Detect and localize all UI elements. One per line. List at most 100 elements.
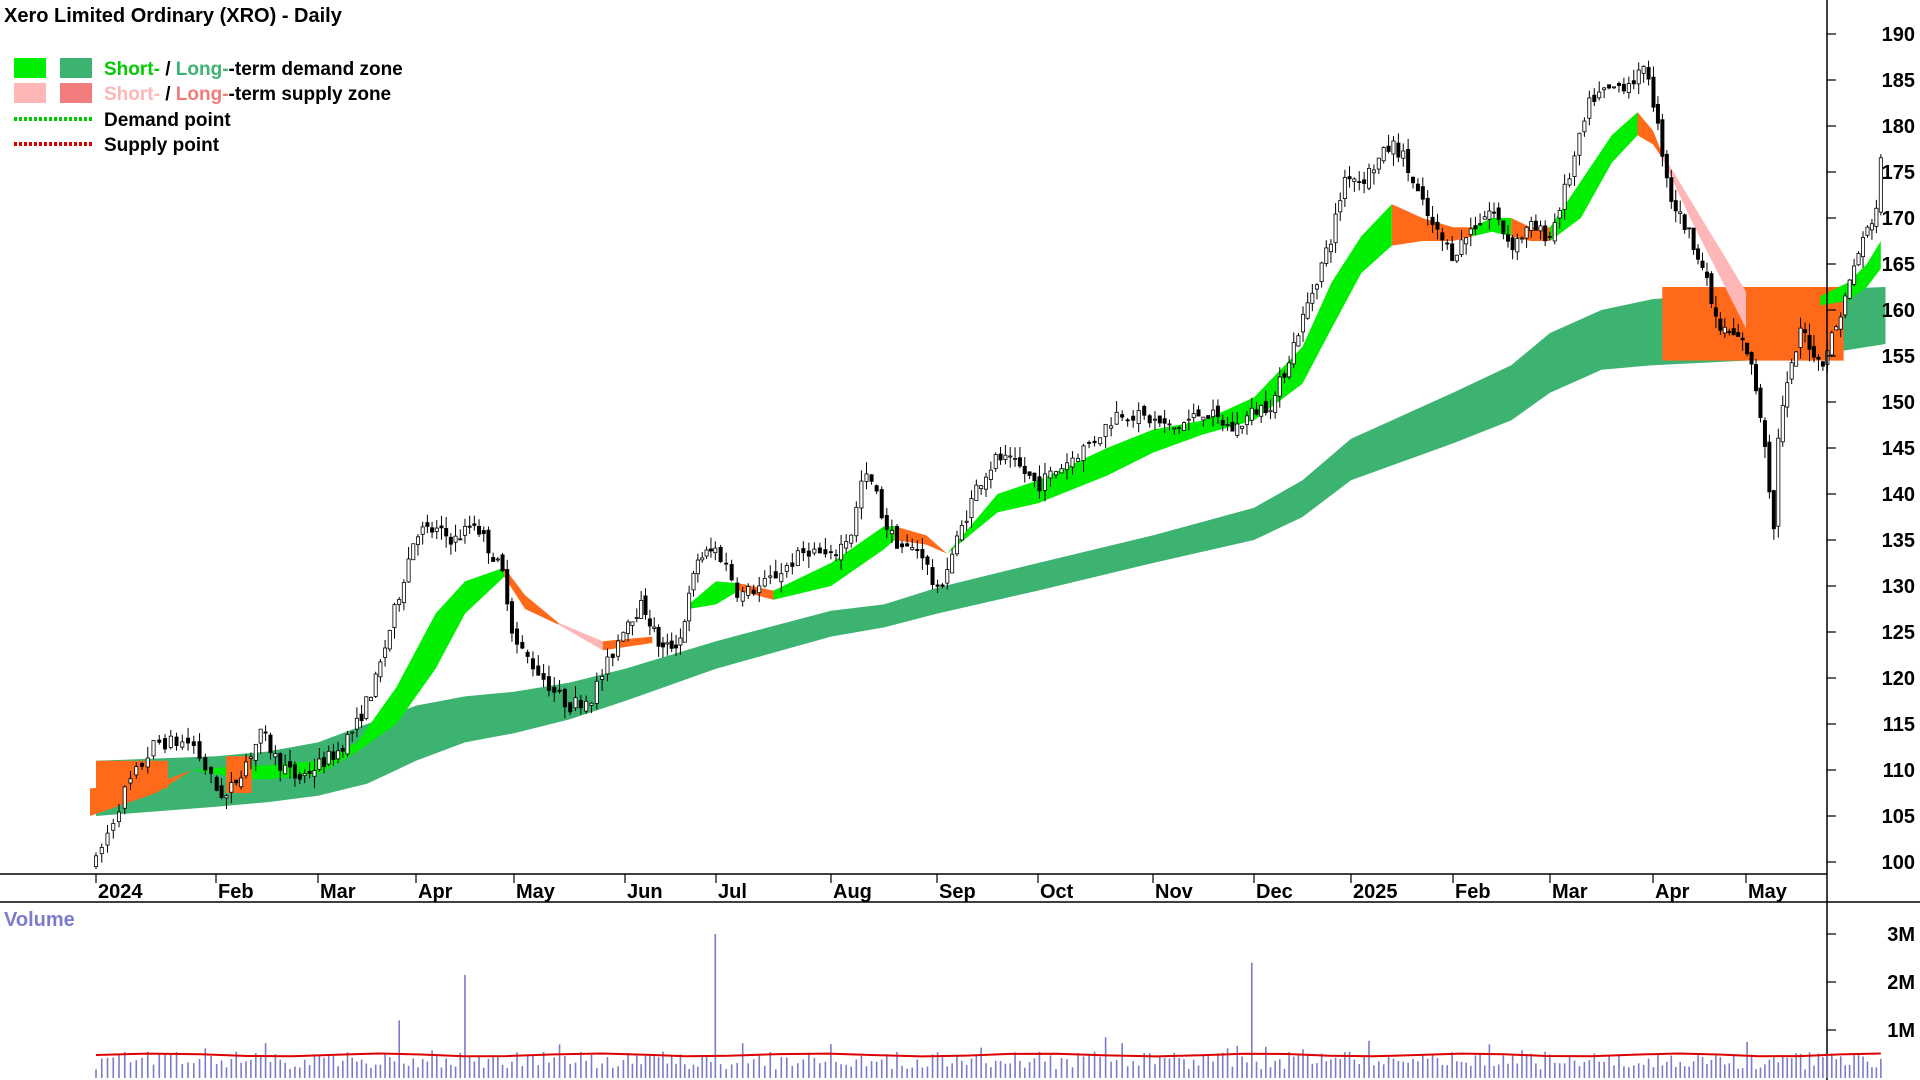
- short-term-pink-zone: [558, 622, 603, 651]
- price-candle: [812, 542, 817, 556]
- price-candle: [1333, 203, 1338, 253]
- price-candle: [239, 770, 244, 790]
- price-candle: [477, 519, 482, 537]
- price-candle: [1425, 190, 1430, 226]
- price-candle: [505, 559, 510, 611]
- price-candle: [1487, 202, 1492, 230]
- price-candle: [1076, 453, 1081, 462]
- price-candle: [674, 634, 679, 656]
- price-candle: [1225, 416, 1230, 431]
- price-candle: [1440, 227, 1445, 252]
- price-candle: [600, 669, 605, 691]
- price-candle: [1244, 410, 1249, 435]
- price-candle: [762, 570, 767, 588]
- legend-demand-point-label: Demand point: [104, 110, 231, 131]
- date-tick-label: 2024: [98, 881, 143, 903]
- price-candle: [1745, 342, 1750, 357]
- price-candle: [1391, 136, 1396, 166]
- price-candle: [268, 732, 273, 760]
- price-candle: [1754, 358, 1759, 395]
- legend-short-demand-swatch: [14, 58, 46, 78]
- price-candle: [111, 818, 116, 839]
- price-candle: [894, 524, 899, 549]
- price-candle: [1636, 62, 1641, 95]
- price-candle: [1240, 425, 1245, 434]
- price-candle: [1125, 417, 1130, 427]
- price-candle: [1798, 317, 1803, 359]
- price-candle: [1249, 397, 1254, 426]
- volume-tick-label: 3M: [1887, 924, 1915, 946]
- date-tick-label: Apr: [1655, 881, 1690, 903]
- price-candle: [1811, 334, 1816, 363]
- price-candle: [626, 619, 631, 642]
- price-candle: [573, 686, 578, 712]
- price-candle: [1616, 81, 1621, 93]
- price-candle: [105, 824, 110, 853]
- price-tick-label: 115: [1883, 714, 1915, 736]
- price-candle: [317, 748, 322, 772]
- volume-tick-label: 2M: [1887, 972, 1915, 994]
- price-candle: [1740, 332, 1745, 351]
- price-candle: [695, 553, 700, 583]
- price-candle: [1682, 213, 1687, 234]
- price-candle: [481, 526, 486, 542]
- price-candle: [1492, 202, 1497, 219]
- price-candle: [828, 544, 833, 560]
- legend-long-demand-swatch: [60, 58, 92, 78]
- price-candle: [1482, 210, 1487, 220]
- price-candle: [1282, 370, 1287, 384]
- price-candle: [823, 537, 828, 558]
- price-candle: [945, 557, 950, 590]
- price-candle: [1641, 65, 1646, 83]
- price-candle: [541, 663, 546, 688]
- short-term-supply-zone: [894, 526, 948, 554]
- price-candle: [724, 552, 729, 572]
- price-candle: [634, 608, 639, 623]
- price-candle: [691, 570, 696, 597]
- price-candle: [1013, 447, 1018, 467]
- price-candle: [345, 730, 350, 757]
- price-candle: [889, 519, 894, 543]
- price-candle: [258, 728, 263, 754]
- price-candle: [1301, 306, 1306, 342]
- price-candle: [1157, 415, 1162, 428]
- price-candle: [234, 779, 239, 786]
- price-candle: [462, 518, 467, 544]
- price-candle: [1704, 262, 1709, 286]
- price-candle: [751, 584, 756, 597]
- price-candle: [1211, 399, 1216, 427]
- price-candle: [1254, 402, 1259, 416]
- date-tick-label: Mar: [320, 881, 356, 903]
- price-candle: [145, 746, 150, 774]
- price-candle: [950, 548, 955, 574]
- price-candle: [1296, 332, 1301, 347]
- price-candle: [472, 515, 477, 531]
- price-candle: [1415, 178, 1420, 192]
- price-candle: [174, 732, 179, 751]
- price-candle: [197, 733, 202, 762]
- price-candle: [359, 704, 364, 728]
- price-candle: [969, 490, 974, 528]
- price-candle: [163, 734, 168, 754]
- price-candle: [1501, 220, 1506, 240]
- price-candle: [283, 754, 288, 775]
- price-candle: [1861, 231, 1866, 268]
- price-candle: [520, 635, 525, 650]
- price-axis: 100 105 110 115 120 125 130 135 140 145 150 155 160 1…: [1827, 24, 1915, 874]
- price-candle: [122, 785, 127, 815]
- legend-demand-zone-label: Short- / Long--term demand zone: [104, 59, 403, 80]
- price-tick-label: 165: [1882, 254, 1915, 276]
- price-candle: [713, 541, 718, 561]
- price-candle: [263, 725, 268, 742]
- price-candle: [1338, 192, 1343, 221]
- price-candle: [1776, 428, 1781, 538]
- price-candle: [1794, 350, 1799, 367]
- price-candle: [1172, 427, 1177, 435]
- price-candle: [1081, 443, 1086, 473]
- price-candle: [1259, 404, 1264, 423]
- price-candle: [735, 577, 740, 602]
- price-candle: [1547, 231, 1552, 240]
- price-candle: [1310, 283, 1315, 312]
- price-candle: [288, 749, 293, 779]
- price-candle: [1352, 177, 1357, 192]
